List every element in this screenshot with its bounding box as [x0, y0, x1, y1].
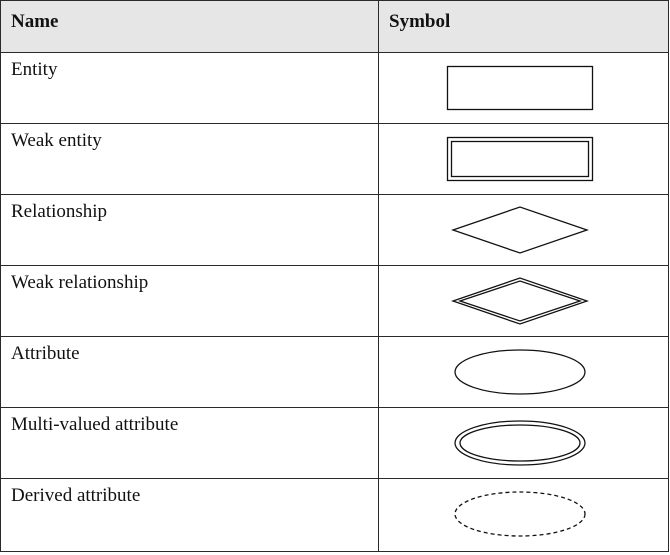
row-symbol: [378, 265, 669, 337]
row-name: Multi-valued attribute: [0, 407, 379, 479]
row-symbol: [378, 336, 669, 408]
table-row: Weak relationship: [0, 265, 669, 337]
double-diamond-icon: [450, 277, 590, 325]
diamond-icon: [450, 206, 590, 254]
name-column-header: Name: [0, 0, 379, 53]
row-symbol: [378, 194, 669, 266]
row-name: Entity: [0, 52, 379, 124]
double-ellipse-icon: [454, 420, 586, 466]
symbol-column-header: Symbol: [378, 0, 669, 53]
row-symbol: [378, 123, 669, 195]
row-symbol: [378, 52, 669, 124]
table-row: Attribute: [0, 336, 669, 408]
table-row: Relationship: [0, 194, 669, 266]
ellipse-icon: [454, 349, 586, 395]
double-rectangle-icon: [446, 136, 594, 182]
row-symbol: [378, 478, 669, 552]
row-name: Attribute: [0, 336, 379, 408]
row-name: Weak relationship: [0, 265, 379, 337]
header-row: Name Symbol: [0, 0, 669, 53]
row-name: Weak entity: [0, 123, 379, 195]
row-name: Derived attribute: [0, 478, 379, 552]
table-row: Weak entity: [0, 123, 669, 195]
table-row: Multi-valued attribute: [0, 407, 669, 479]
row-name: Relationship: [0, 194, 379, 266]
dashed-ellipse-icon: [454, 491, 586, 537]
table-row: Derived attribute: [0, 478, 669, 552]
row-symbol: [378, 407, 669, 479]
table-row: Entity: [0, 52, 669, 124]
rectangle-icon: [446, 65, 594, 111]
